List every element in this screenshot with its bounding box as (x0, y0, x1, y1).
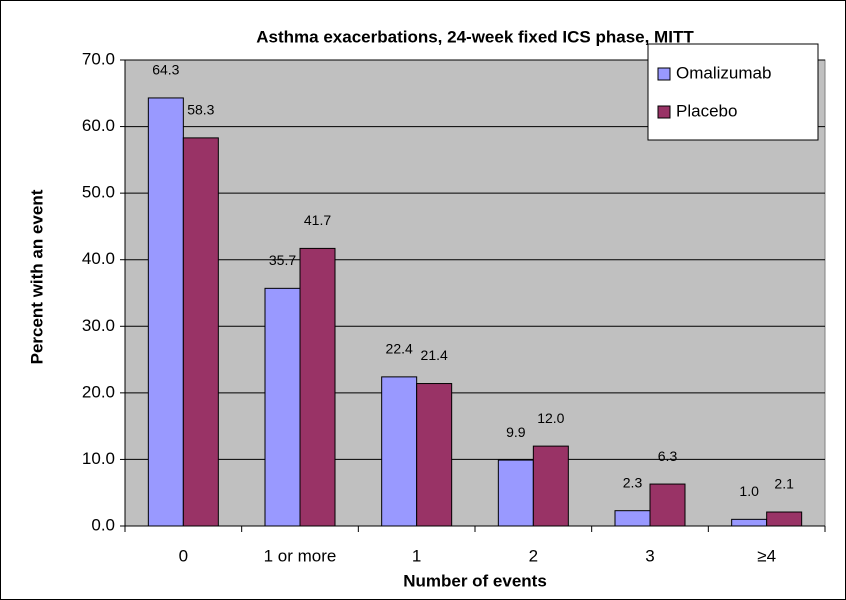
x-tick-label: 1 or more (264, 546, 337, 565)
x-tick-label: 3 (645, 546, 654, 565)
data-label: 6.3 (658, 448, 678, 464)
data-label: 64.3 (152, 62, 179, 78)
x-tick-label: ≥4 (757, 546, 776, 565)
legend-swatch (657, 67, 671, 81)
data-label: 2.1 (774, 476, 794, 492)
chart-title: Asthma exacerbations, 24-week fixed ICS … (256, 27, 694, 46)
bar (264, 287, 301, 527)
y-tick-label: 50.0 (82, 183, 115, 202)
bar (182, 137, 219, 527)
bar (381, 376, 418, 527)
x-tick-label: 2 (529, 546, 538, 565)
x-tick-label: 1 (412, 546, 421, 565)
x-axis-label: Number of events (403, 571, 547, 590)
legend-label: Omalizumab (676, 63, 771, 82)
bar (649, 483, 686, 527)
legend-label: Placebo (676, 101, 737, 120)
bar (416, 383, 453, 527)
bar (497, 459, 534, 527)
data-label: 2.3 (623, 474, 643, 490)
y-tick-label: 20.0 (82, 382, 115, 401)
data-label: 1.0 (739, 483, 759, 499)
y-tick-label: 70.0 (82, 49, 115, 68)
bar (147, 97, 184, 527)
y-tick-label: 40.0 (82, 249, 115, 268)
data-label: 21.4 (421, 347, 448, 363)
data-label: 58.3 (187, 102, 214, 118)
bar (299, 247, 336, 527)
data-label: 41.7 (304, 212, 331, 228)
data-label: 35.7 (269, 252, 296, 268)
y-tick-label: 0.0 (91, 515, 115, 534)
y-tick-label: 10.0 (82, 449, 115, 468)
data-label: 9.9 (506, 424, 526, 440)
bar (731, 518, 768, 527)
legend-box (647, 43, 819, 141)
legend-swatch (657, 105, 671, 119)
data-label: 22.4 (386, 341, 413, 357)
y-tick-label: 30.0 (82, 316, 115, 335)
bar (532, 445, 569, 527)
x-tick-label: 0 (179, 546, 188, 565)
y-axis-label: Percent with an event (27, 189, 46, 364)
data-label: 12.0 (537, 410, 564, 426)
bar (766, 511, 803, 527)
y-tick-label: 60.0 (82, 116, 115, 135)
bar (614, 510, 651, 527)
